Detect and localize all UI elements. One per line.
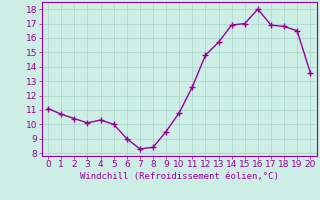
- X-axis label: Windchill (Refroidissement éolien,°C): Windchill (Refroidissement éolien,°C): [80, 172, 279, 181]
